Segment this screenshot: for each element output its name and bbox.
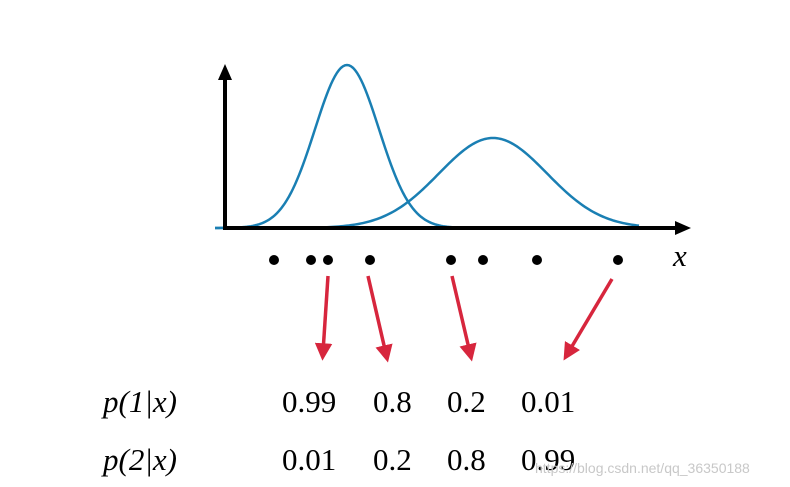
- cell: 0.8: [447, 442, 486, 477]
- row-label: p(2|x): [101, 442, 177, 477]
- curve-2: [215, 136, 640, 230]
- cell: 0.99: [282, 384, 336, 419]
- arrows: [314, 275, 614, 363]
- cell: 0.01: [282, 442, 336, 477]
- axis-label: x: [672, 238, 687, 273]
- points: [269, 255, 623, 265]
- y-arrow: [218, 64, 232, 80]
- cell: 0.8: [373, 384, 412, 419]
- cell: 0.99: [521, 442, 575, 477]
- cell: 0.01: [521, 384, 575, 419]
- watermark: https://blog.csdn.net/qq_36350188: [535, 460, 750, 476]
- curve-1: [214, 63, 639, 230]
- axes: [223, 76, 678, 230]
- x-arrow: [675, 221, 691, 235]
- cell: 0.2: [373, 442, 412, 477]
- row-label: p(1|x): [101, 384, 177, 419]
- cell: 0.2: [447, 384, 486, 419]
